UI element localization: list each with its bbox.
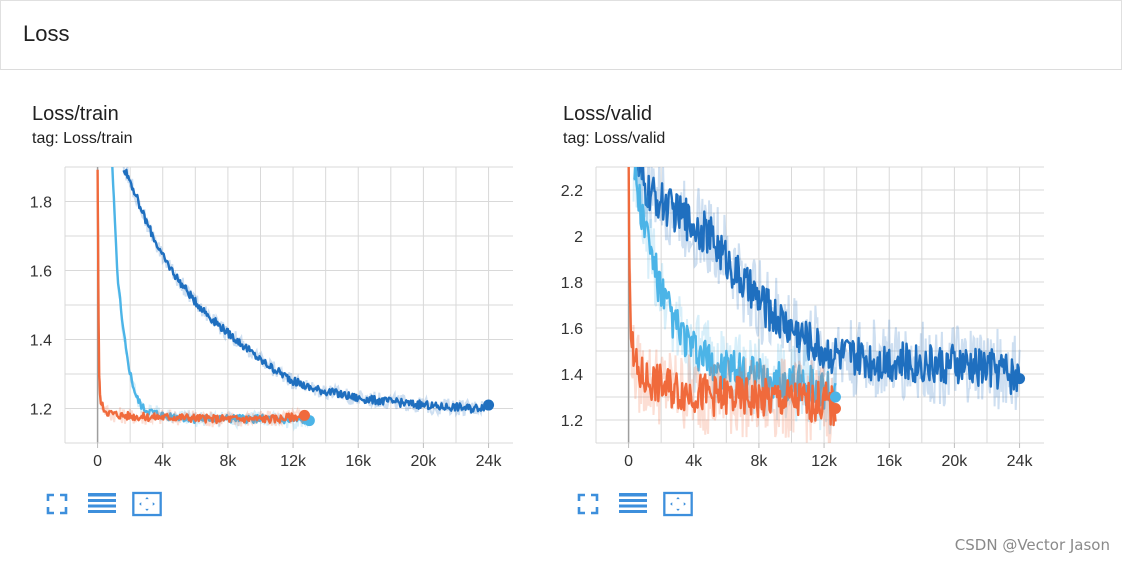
x-tick-label: 8k [219, 453, 237, 470]
chart-card-loss-train: Loss/train tag: Loss/train 0 4k 8k 12k 16k 20… [30, 100, 552, 530]
x-tick-label: 12k [811, 453, 838, 470]
y-tick-label: 1.8 [561, 275, 583, 292]
series-raw-line [122, 167, 490, 418]
y-tick-label: 1.8 [30, 195, 52, 212]
series-end-point [829, 391, 841, 403]
fit-domain-button[interactable] [132, 489, 162, 519]
plot-area [96, 167, 490, 432]
fit-domain-icon [132, 491, 162, 517]
series-line [627, 167, 837, 427]
fit-domain-icon [663, 491, 693, 517]
x-tick-label: 4k [154, 453, 172, 470]
chart-title: Loss/valid [563, 103, 652, 125]
data-table-icon [619, 493, 647, 513]
fullscreen-icon [46, 493, 68, 515]
data-table-icon [88, 493, 116, 513]
y-tick-label: 1.2 [561, 413, 583, 430]
fullscreen-icon [577, 493, 599, 515]
section-header[interactable]: Loss [0, 0, 1122, 70]
x-tick-label: 0 [624, 453, 633, 470]
y-tick-label: 2.2 [561, 183, 583, 200]
watermark: CSDN @Vector Jason [954, 536, 1110, 554]
series-line [122, 168, 490, 414]
plot-area [627, 167, 1021, 443]
fullscreen-button[interactable] [573, 489, 603, 519]
loss-valid-chart[interactable]: 0 4k 8k 12k 16k 20k 24k 1.2 1.4 1.6 1.8 2 2.2 [531, 160, 1051, 480]
fit-domain-button[interactable] [663, 489, 693, 519]
series-raw-line [627, 178, 837, 443]
y-tick-label: 1.6 [561, 321, 583, 338]
series-line [96, 169, 306, 425]
y-tick-label: 1.2 [30, 402, 52, 419]
chart-toolbar [573, 488, 693, 520]
loss-train-chart[interactable]: 0 4k 8k 12k 16k 20k 24k 1.2 1.4 1.6 1.8 [0, 160, 520, 480]
series-line [633, 167, 837, 410]
series-end-point [1014, 373, 1026, 385]
x-tick-label: 16k [345, 453, 372, 470]
x-tick-label: 24k [476, 453, 503, 470]
section-title: Loss [23, 21, 70, 46]
x-tick-label: 24k [1007, 453, 1034, 470]
series-line [111, 167, 311, 425]
grid [64, 166, 513, 444]
y-tick-label: 2 [574, 229, 583, 246]
x-tick-label: 12k [280, 453, 307, 470]
series-raw-line [96, 173, 306, 428]
series-end-point [483, 399, 495, 411]
chart-card-loss-valid: Loss/valid tag: Loss/valid 0 4k 8k 12k 16k 20… [561, 100, 1083, 530]
y-tick-label: 1.6 [30, 264, 52, 281]
fullscreen-button[interactable] [42, 489, 72, 519]
chart-tag: tag: Loss/train [32, 130, 133, 147]
x-tick-label: 16k [876, 453, 903, 470]
y-tick-label: 1.4 [561, 367, 583, 384]
series-end-point [829, 403, 841, 414]
data-table-button[interactable] [618, 489, 648, 519]
chart-toolbar [42, 488, 162, 520]
y-tick-label: 1.4 [30, 333, 52, 350]
chart-title: Loss/train [32, 103, 119, 125]
x-tick-label: 4k [685, 453, 703, 470]
x-tick-label: 0 [93, 453, 102, 470]
x-tick-label: 20k [411, 453, 438, 470]
data-table-button[interactable] [87, 489, 117, 519]
series-line [635, 167, 1021, 395]
chart-tag: tag: Loss/valid [563, 130, 666, 147]
x-tick-label: 20k [942, 453, 969, 470]
x-tick-label: 8k [750, 453, 768, 470]
series-end-point [298, 409, 310, 421]
